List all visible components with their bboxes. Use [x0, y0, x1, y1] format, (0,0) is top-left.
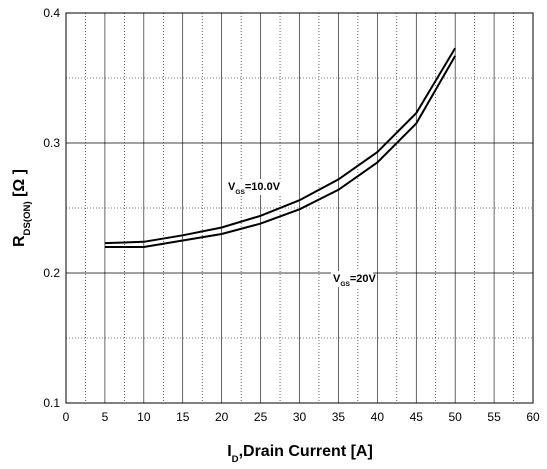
annotation-bg: [226, 179, 286, 195]
x-tick-label: 5: [102, 410, 109, 424]
text-sub: DS(ON): [22, 201, 33, 235]
x-tick-label: 55: [487, 410, 501, 424]
text-part: =10.0V: [245, 181, 281, 193]
x-tick-label: 30: [293, 410, 307, 424]
annotation: VGS=10.0V: [228, 181, 281, 196]
x-axis-label: ID,Drain Current [A]: [227, 443, 373, 465]
x-tick-label: 60: [526, 410, 540, 424]
plot-frame: [65, 12, 534, 404]
x-tick-label: 15: [176, 410, 190, 424]
x-tick-label: 35: [332, 410, 346, 424]
y-tick-label: 0.2: [43, 266, 60, 280]
x-tick-label: 25: [254, 410, 268, 424]
text-part: V: [228, 181, 236, 193]
y-tick-label: 0.1: [43, 396, 60, 410]
x-tick-label: 50: [448, 410, 462, 424]
text-sub: D: [232, 454, 239, 465]
y-axis-label: RDS(ON) [Ω ]: [11, 169, 33, 247]
x-tick-label: 45: [410, 410, 424, 424]
text-part: R: [11, 235, 28, 247]
data-line: [104, 47, 457, 245]
x-tick-label: 10: [137, 410, 151, 424]
text-part: [Ω ]: [11, 169, 28, 201]
x-tick-label: 20: [215, 410, 229, 424]
y-tick-label: 0.3: [43, 136, 60, 150]
x-tick-label: 0: [63, 410, 70, 424]
annotation-bg: [331, 271, 373, 287]
annotation: VGS=20V: [333, 273, 377, 288]
data-line: [104, 55, 457, 248]
text-part: V: [333, 273, 341, 285]
y-tick-label: 0.4: [43, 6, 60, 20]
x-tick-label: 40: [371, 410, 385, 424]
text-part: =20V: [350, 273, 377, 285]
text-sub: GS: [235, 189, 245, 196]
text-part: ,Drain Current [A]: [239, 443, 373, 460]
text-part: I: [227, 443, 231, 460]
text-sub: GS: [340, 281, 350, 288]
